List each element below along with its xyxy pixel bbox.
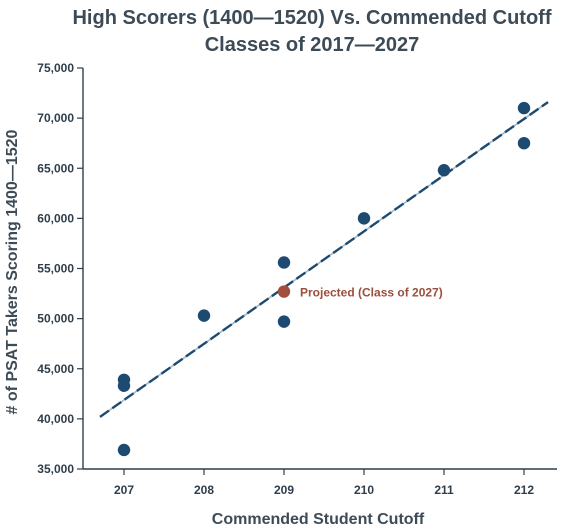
x-tick-label: 210 (354, 483, 374, 497)
trendline (99, 101, 549, 418)
y-tick-label: 65,000 (37, 161, 74, 175)
x-tick-label: 212 (514, 483, 534, 497)
data-point (437, 164, 451, 177)
y-tick-label: 70,000 (37, 111, 74, 125)
x-tick-label: 209 (274, 483, 294, 497)
data-point (517, 136, 531, 150)
y-tick-label: 50,000 (37, 312, 74, 326)
trendline-group (99, 101, 549, 418)
data-point (357, 212, 371, 225)
x-tick-label: 211 (434, 483, 454, 497)
x-tick-label: 208 (194, 483, 214, 497)
y-tick-label: 55,000 (37, 262, 74, 276)
data-point (117, 443, 131, 457)
y-tick-label: 35,000 (37, 462, 74, 476)
axes: 35,000 40,000 45,000 50,000 55,000 60,000 65,0… (37, 61, 557, 497)
y-tick-label: 75,000 (37, 61, 74, 75)
data-points (117, 101, 531, 457)
y-tick-label: 45,000 (37, 362, 74, 376)
y-tick-label: 60,000 (37, 211, 74, 225)
data-point (117, 379, 131, 392)
y-tick-label: 40,000 (37, 412, 74, 426)
x-axis-title: Commended Student Cutoff (212, 511, 425, 528)
chart-title: High Scorers (1400—1520) Vs. Commended C… (72, 7, 551, 29)
data-point (197, 309, 211, 322)
annotations: Projected (Class of 2027) (300, 286, 443, 300)
y-axis-title: # of PSAT Takers Scoring 1400—1520 (4, 129, 21, 414)
data-point (517, 101, 531, 115)
projected-label: Projected (Class of 2027) (300, 286, 443, 300)
x-tick-label: 207 (114, 483, 134, 497)
projected-data-point (277, 285, 291, 298)
data-point (277, 256, 291, 269)
data-point (277, 315, 291, 328)
chart-subtitle: Classes of 2017—2027 (205, 34, 420, 56)
